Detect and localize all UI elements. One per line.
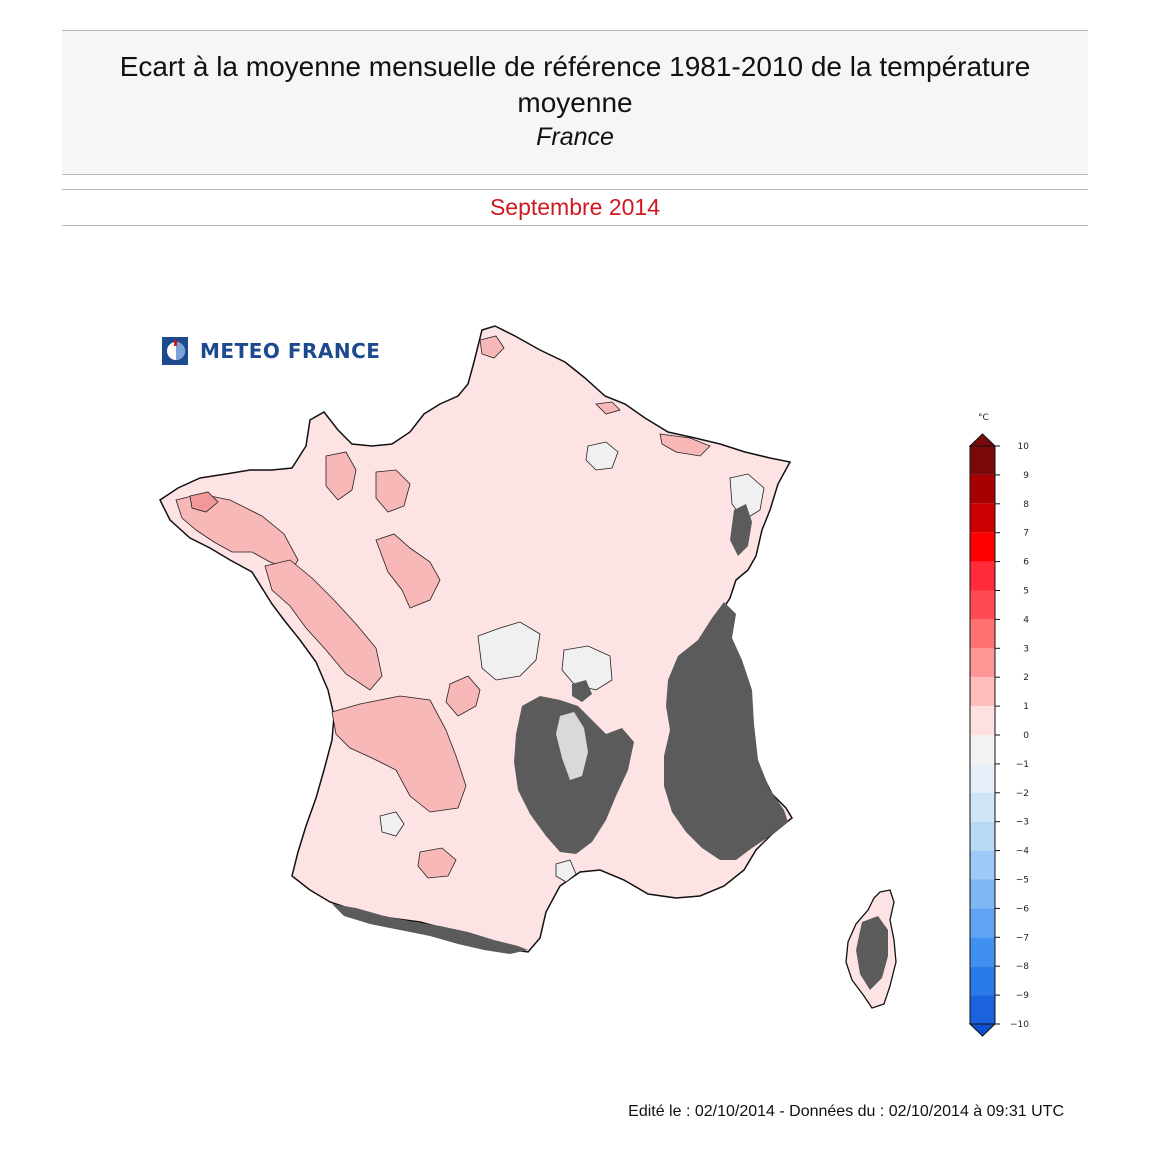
legend-tick-label: −8 bbox=[1016, 962, 1030, 972]
logo-text: METEO FRANCE bbox=[200, 339, 381, 363]
legend-tick-label: 2 bbox=[1023, 673, 1029, 683]
legend-tick-label: 6 bbox=[1023, 558, 1029, 568]
legend-tick-label: −5 bbox=[1016, 876, 1029, 886]
massif-central-highland-lighter bbox=[556, 712, 588, 780]
legend-color-band bbox=[970, 648, 995, 678]
legend-tick-label: −7 bbox=[1016, 933, 1029, 943]
legend-color-band bbox=[970, 937, 995, 967]
legend-color-band bbox=[970, 532, 995, 562]
legend-color-band bbox=[970, 850, 995, 880]
period-label: Septembre 2014 bbox=[489, 194, 661, 220]
legend-tick-label: 10 bbox=[1018, 442, 1030, 452]
legend-color-band bbox=[970, 590, 995, 620]
legend-color-band bbox=[970, 908, 995, 938]
legend-tick-label: 7 bbox=[1023, 529, 1029, 539]
france-mainland-region bbox=[159, 325, 793, 953]
legend-tick-label: 4 bbox=[1023, 615, 1029, 625]
legend-bottom-arrow bbox=[968, 1023, 997, 1037]
legend-tick-label: −6 bbox=[1016, 904, 1030, 914]
legend-tick-label: −1 bbox=[1016, 760, 1029, 770]
legend-color-band bbox=[970, 474, 995, 504]
legend-tick-label: 9 bbox=[1023, 471, 1029, 481]
legend-tick-label: 5 bbox=[1023, 587, 1029, 597]
legend-tick-label: 8 bbox=[1023, 500, 1029, 510]
corsica-relief bbox=[856, 916, 888, 990]
legend-color-band bbox=[970, 706, 995, 735]
map-title: Ecart à la moyenne mensuelle de référenc… bbox=[119, 51, 1031, 118]
legend-color-band bbox=[970, 619, 995, 649]
legend-tick-label: −10 bbox=[1010, 1020, 1029, 1030]
legend-color-band bbox=[970, 561, 995, 591]
legend-color-band bbox=[970, 503, 995, 533]
legend-color-band bbox=[970, 735, 995, 764]
legend-color-band bbox=[970, 677, 995, 707]
neutral-anomaly-zones bbox=[379, 441, 765, 883]
map-subtitle: France bbox=[536, 123, 614, 151]
legend-top-arrow bbox=[968, 433, 997, 447]
meteo-france-logo: METEO FRANCE bbox=[162, 336, 380, 366]
meteo-france-emblem-icon bbox=[162, 337, 188, 365]
header-box: Ecart à la moyenne mensuelle de référenc… bbox=[62, 30, 1088, 175]
period-box: Septembre 2014 bbox=[62, 189, 1088, 226]
legend-color-band bbox=[970, 792, 995, 822]
legend-tick-label: −9 bbox=[1016, 991, 1030, 1001]
legend-color-band bbox=[970, 763, 995, 793]
legend-color-band bbox=[970, 879, 995, 909]
legend-color-band bbox=[970, 995, 995, 1024]
legend-tick-label: 1 bbox=[1023, 702, 1029, 712]
legend-color-band bbox=[970, 966, 995, 996]
legend-tick-label: 0 bbox=[1023, 731, 1029, 741]
edition-footer: Edité le : 02/10/2014 - Données du : 02/… bbox=[628, 1103, 1064, 1120]
legend-unit: °C bbox=[978, 413, 989, 423]
legend-tick-label: −4 bbox=[1016, 847, 1030, 857]
legend-color-band bbox=[970, 821, 995, 851]
legend-color-band bbox=[970, 446, 995, 475]
legend-tick-label: 3 bbox=[1023, 644, 1029, 654]
warm-anomaly-zones bbox=[175, 335, 711, 879]
legend-tick-label: −3 bbox=[1016, 818, 1029, 828]
legend-tick-label: −2 bbox=[1016, 789, 1029, 799]
